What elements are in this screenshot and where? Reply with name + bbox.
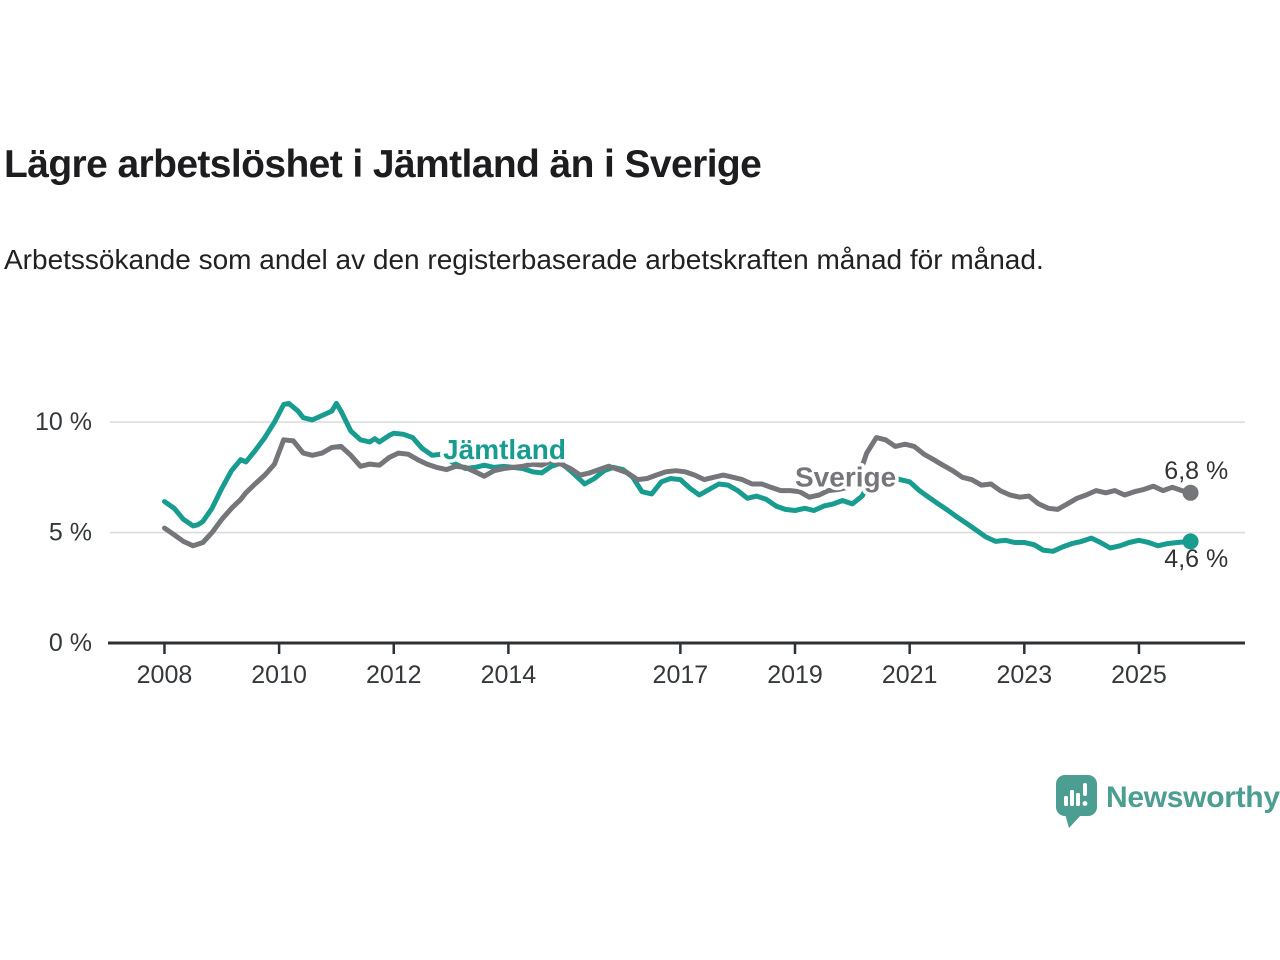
jämtland-label: Jämtland [443, 434, 566, 465]
jämtland-end-value: 4,6 % [1164, 545, 1228, 573]
x-axis-label: 2012 [366, 661, 422, 689]
sverige-label: Sverige [795, 461, 896, 492]
x-axis-label: 2010 [251, 661, 307, 689]
logo-bars-icon [1064, 783, 1088, 806]
chart-title: Lägre arbetslöshet i Jämtland än i Sveri… [4, 143, 762, 186]
jämtland-line [162, 400, 1193, 554]
brand-name: Newsworthy [1106, 781, 1280, 814]
y-axis-label: 5 % [49, 519, 92, 547]
x-axis-label: 2019 [767, 661, 823, 689]
x-axis-label: 2023 [996, 661, 1052, 689]
y-axis-label: 10 % [35, 408, 92, 436]
newsworthy-brand: Newsworthy [1056, 775, 1280, 829]
chart-subtitle: Arbetssökande som andel av den registerb… [4, 244, 1044, 275]
x-axis-label: 2025 [1111, 661, 1167, 689]
newsworthy-logo-icon [1056, 775, 1097, 828]
x-axis-label: 2008 [137, 661, 193, 689]
sverige-end-dot [1182, 484, 1199, 501]
x-axis-label: 2017 [653, 661, 709, 689]
x-axis-label: 2014 [481, 661, 537, 689]
sverige-line [162, 435, 1193, 549]
x-axis-label: 2021 [882, 661, 938, 689]
y-axis-label: 0 % [49, 629, 92, 657]
jämtland-end-dot [1182, 533, 1199, 550]
sverige-end-value: 6,8 % [1164, 457, 1228, 485]
